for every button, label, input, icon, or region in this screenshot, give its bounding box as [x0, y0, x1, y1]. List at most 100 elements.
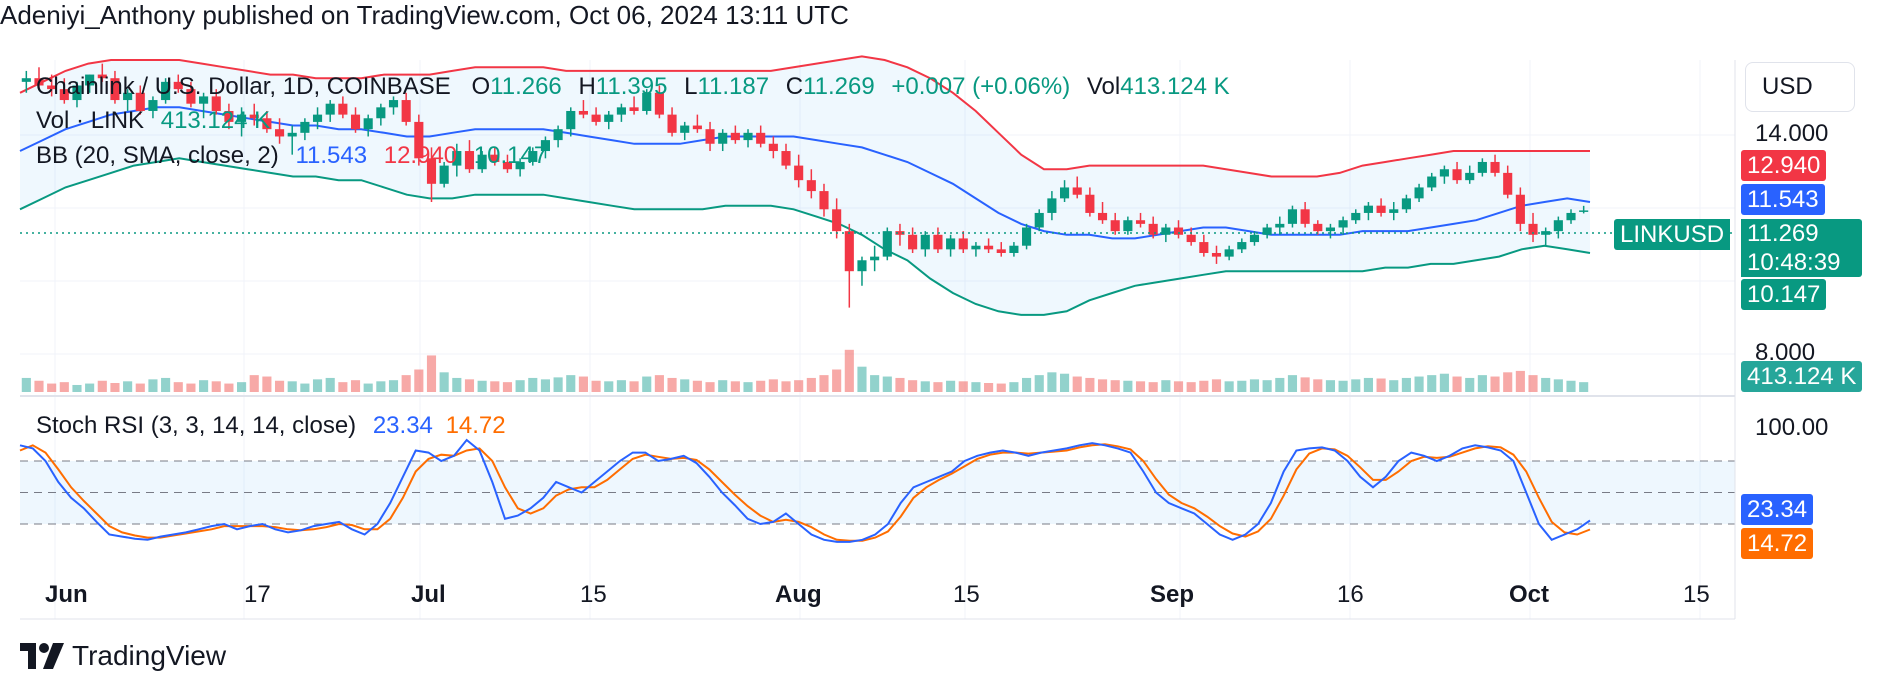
volume-bar [996, 383, 1006, 392]
candle [629, 96, 639, 115]
candle [1199, 234, 1209, 257]
candle-body [21, 78, 31, 82]
candle-body [338, 103, 348, 115]
candle [464, 140, 475, 173]
candle [1363, 202, 1373, 221]
time-tick-label: 15 [953, 581, 980, 608]
candle [1465, 165, 1475, 184]
candle-body [97, 74, 107, 79]
candle-body [1338, 220, 1348, 228]
bb-lower-value: 10.147 [473, 142, 548, 169]
volume-bar [477, 380, 487, 392]
candle-body [490, 154, 500, 162]
candle [933, 227, 943, 253]
volume-bar [439, 372, 449, 392]
candle [857, 256, 867, 286]
volume-bar [1490, 376, 1500, 392]
tradingview-logo[interactable]: TradingView [20, 640, 226, 672]
candle-body [730, 132, 740, 141]
volume-bar [363, 383, 373, 392]
tradingview-brand: TradingView [72, 640, 227, 671]
volume-bar [566, 375, 576, 392]
candle [199, 92, 209, 119]
candle [1186, 227, 1196, 246]
volume-legend: Vol · LINK 413.124 K [36, 107, 270, 135]
candle [680, 121, 690, 141]
candle-body [908, 234, 918, 250]
candle [1401, 194, 1411, 213]
candle-body [680, 125, 690, 133]
low-value: 11.187 [697, 73, 770, 100]
candle [1439, 165, 1449, 184]
currency-button[interactable]: USD [1745, 62, 1855, 112]
candle-body [705, 129, 715, 144]
candle [123, 89, 133, 111]
candle [1085, 187, 1095, 217]
candle [1009, 242, 1019, 257]
candle-body [173, 81, 183, 90]
candle [1503, 165, 1513, 199]
candle-body [1022, 227, 1032, 246]
candle [148, 96, 158, 119]
candle-body [718, 132, 728, 144]
candle [844, 223, 854, 308]
volume-bar [1503, 372, 1513, 392]
candle-body [1161, 227, 1171, 235]
candle-body [1173, 227, 1184, 235]
candle [1034, 209, 1044, 232]
candle [1376, 198, 1386, 217]
last-price-value: 11.269 [1747, 220, 1819, 247]
candle [1135, 212, 1146, 228]
candle-body [401, 100, 411, 122]
candle [528, 147, 538, 166]
candle [1211, 245, 1222, 264]
volume-bar [680, 379, 690, 392]
candle-body [300, 121, 310, 133]
candle-body [376, 107, 386, 119]
candle [1300, 202, 1310, 228]
candle [1072, 176, 1082, 199]
candle [312, 107, 323, 130]
candle-body [135, 92, 145, 111]
bb-mid-value: 11.543 [295, 142, 368, 169]
candle [1553, 216, 1563, 239]
candle [870, 245, 880, 272]
candle-body [325, 103, 335, 115]
volume-bar [616, 380, 626, 392]
candle-body [870, 256, 880, 261]
candle [1287, 205, 1298, 228]
candle [502, 154, 513, 173]
symbol-name: Chainlink / U.S. Dollar, 1D, COINBASE [36, 73, 451, 100]
volume-bar [1047, 372, 1057, 392]
candle [249, 103, 259, 126]
candle-body [515, 161, 525, 170]
volume-bar [515, 380, 525, 392]
candle-body [1363, 205, 1373, 213]
volume-bar [578, 376, 588, 392]
candle [667, 107, 677, 137]
candle-body [477, 154, 487, 170]
volume-bar [540, 379, 551, 392]
candle [971, 242, 981, 257]
volume-bar [1110, 380, 1120, 392]
candle-body [1376, 205, 1386, 213]
candle [1224, 245, 1234, 261]
candle-body [388, 100, 399, 108]
volume-tag: 413.124 K [1741, 361, 1863, 392]
candle [566, 107, 576, 137]
volume-bar [1452, 376, 1462, 392]
candle-body [1579, 210, 1589, 212]
candle [34, 67, 44, 90]
candle [768, 136, 778, 159]
candle [616, 103, 626, 122]
stoch-d-value: 14.72 [445, 412, 506, 439]
volume-bar [1579, 382, 1589, 392]
volume-bar [1072, 376, 1082, 392]
tradingview-logo-icon [20, 643, 64, 669]
stoch-rsi-plot [19, 438, 1735, 543]
candle [350, 107, 361, 133]
volume-bar [642, 376, 652, 392]
price-tick-label: 14.000 [1755, 120, 1829, 147]
candle-body [1123, 220, 1133, 232]
